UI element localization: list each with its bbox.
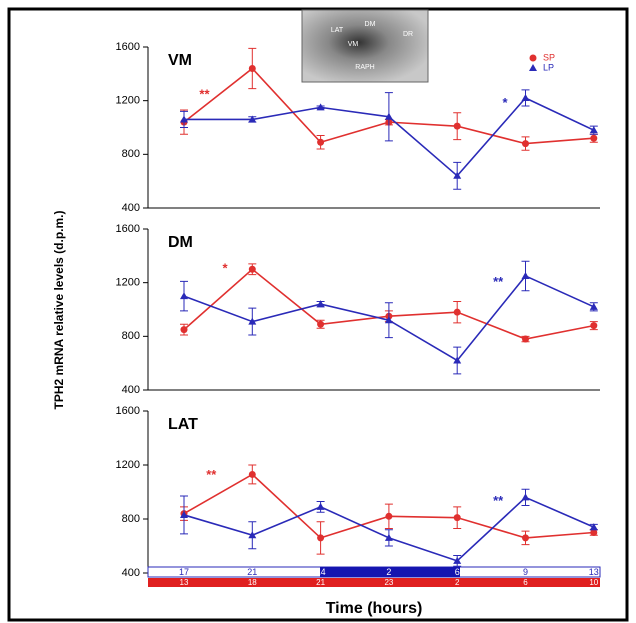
lp-hour: 6 bbox=[455, 567, 460, 577]
marker bbox=[454, 514, 461, 521]
inset-label: DR bbox=[403, 31, 413, 38]
marker bbox=[249, 65, 256, 72]
lp-hour: 9 bbox=[523, 567, 528, 577]
y-tick-label: 800 bbox=[122, 330, 140, 342]
sp-hour: 21 bbox=[316, 578, 325, 587]
marker bbox=[317, 139, 324, 146]
lp-hour: 2 bbox=[386, 567, 391, 577]
lp-hour: 21 bbox=[247, 567, 257, 577]
legend-label: LP bbox=[543, 62, 554, 72]
marker bbox=[522, 140, 529, 147]
panel-title: LAT bbox=[168, 416, 198, 433]
marker bbox=[317, 321, 324, 328]
sp-hour: 10 bbox=[589, 578, 598, 587]
marker bbox=[317, 534, 324, 541]
legend-marker bbox=[530, 55, 537, 62]
sp-hour: 2 bbox=[455, 578, 460, 587]
marker bbox=[454, 309, 461, 316]
y-tick-label: 1600 bbox=[116, 405, 140, 417]
y-tick-label: 400 bbox=[122, 567, 140, 579]
marker bbox=[454, 123, 461, 130]
figure: TPH2 mRNA relative levels (d.p.m.) Time … bbox=[0, 0, 636, 623]
significance: ** bbox=[199, 87, 210, 102]
panel-title: DM bbox=[168, 234, 193, 251]
y-axis-label: TPH2 mRNA relative levels (d.p.m.) bbox=[52, 211, 66, 410]
sp-hour: 18 bbox=[248, 578, 257, 587]
inset-label: DM bbox=[365, 21, 376, 28]
marker bbox=[249, 266, 256, 273]
x-axis-label: Time (hours) bbox=[326, 600, 423, 617]
sp-strip bbox=[148, 578, 600, 587]
marker bbox=[590, 135, 597, 142]
inset-label: RAPH bbox=[355, 64, 374, 71]
y-tick-label: 400 bbox=[122, 384, 140, 396]
sp-hour: 13 bbox=[180, 578, 189, 587]
marker bbox=[590, 322, 597, 329]
marker bbox=[181, 326, 188, 333]
background bbox=[0, 0, 636, 623]
marker bbox=[522, 534, 529, 541]
significance: ** bbox=[206, 467, 217, 482]
lp-hour: 13 bbox=[589, 567, 599, 577]
panel-title: VM bbox=[168, 52, 192, 69]
y-tick-label: 1600 bbox=[116, 41, 140, 53]
legend-label: SP bbox=[543, 52, 555, 62]
y-tick-label: 800 bbox=[122, 513, 140, 525]
y-tick-label: 1600 bbox=[116, 223, 140, 235]
y-tick-label: 800 bbox=[122, 148, 140, 160]
marker bbox=[385, 513, 392, 520]
lp-hour: 17 bbox=[179, 567, 189, 577]
y-tick-label: 1200 bbox=[116, 277, 140, 289]
marker bbox=[249, 471, 256, 478]
significance: ** bbox=[493, 493, 504, 508]
lp-hour: 24 bbox=[316, 567, 326, 577]
inset-label: LAT bbox=[331, 27, 344, 34]
sp-hour: 23 bbox=[384, 578, 393, 587]
significance: ** bbox=[493, 274, 504, 289]
sp-hour: 6 bbox=[523, 578, 528, 587]
y-tick-label: 1200 bbox=[116, 95, 140, 107]
inset-label: VM bbox=[348, 41, 359, 48]
y-tick-label: 400 bbox=[122, 202, 140, 214]
y-tick-label: 1200 bbox=[116, 459, 140, 471]
marker bbox=[522, 336, 529, 343]
